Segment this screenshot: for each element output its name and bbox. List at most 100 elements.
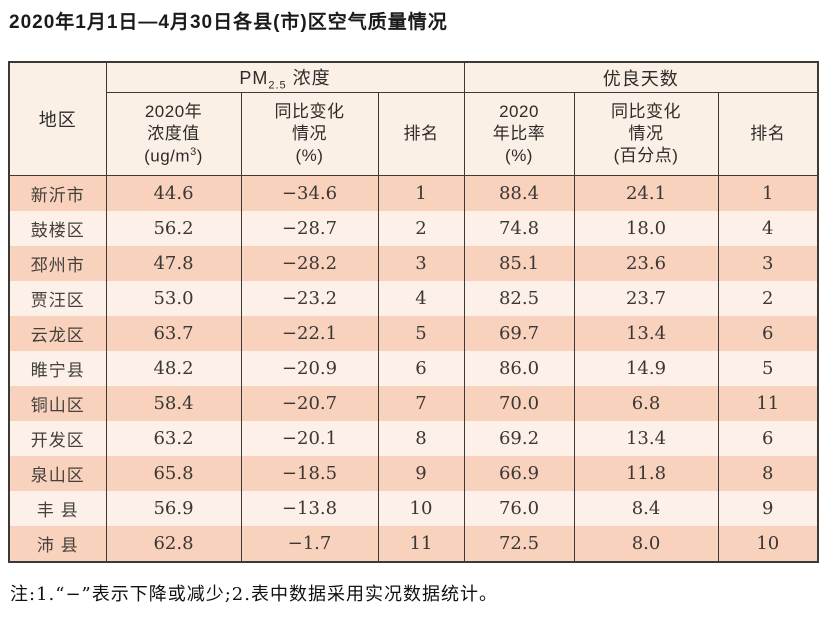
pm-change-cell: −20.1 <box>240 421 379 456</box>
days-rank-cell: 6 <box>717 316 819 351</box>
pm-value-cell: 47.8 <box>105 246 242 281</box>
days-rate-cell: 66.9 <box>463 456 575 491</box>
header-row-groups: 地区 PM2.5 浓度 优良天数 <box>8 61 819 176</box>
table-body: 新沂市 44.6 −34.6 1 88.4 24.1 1 鼓楼区 56.2 −2… <box>8 175 819 562</box>
days-rate-cell: 74.8 <box>463 211 575 246</box>
pm-value-cell: 44.6 <box>105 175 242 211</box>
pm-change-cell: −20.9 <box>240 351 379 386</box>
region-cell: 沛 县 <box>8 526 107 562</box>
days-change-cell: 13.4 <box>573 421 719 456</box>
col-header-pm-value: 2020年 浓度值 (ug/m3) <box>105 92 242 176</box>
pm-rank-cell: 1 <box>377 175 465 211</box>
page-title: 2020年1月1日—4月30日各县(市)区空气质量情况 <box>9 12 448 33</box>
unit-superscript: 3 <box>190 145 197 158</box>
pm-rank-cell: 6 <box>377 351 465 386</box>
days-change-cell: 11.8 <box>573 456 719 491</box>
pm-value-cell: 53.0 <box>105 281 242 316</box>
region-cell: 鼓楼区 <box>8 211 107 246</box>
pm-change-cell: −18.5 <box>240 456 379 491</box>
table-row: 开发区 63.2 −20.1 8 69.2 13.4 6 <box>8 421 819 456</box>
days-rate-cell: 69.2 <box>463 421 575 456</box>
table-row: 泉山区 65.8 −18.5 9 66.9 11.8 8 <box>8 456 819 491</box>
pm-rank-cell: 9 <box>377 456 465 491</box>
days-change-cell: 24.1 <box>573 175 719 211</box>
days-rank-cell: 1 <box>717 175 819 211</box>
days-rank-cell: 4 <box>717 211 819 246</box>
col-header-pm-change: 同比变化 情况 (%) <box>240 92 379 176</box>
pm-value-cell: 48.2 <box>105 351 242 386</box>
days-change-cell: 8.4 <box>573 491 719 526</box>
region-cell: 泉山区 <box>8 456 107 491</box>
days-rate-cell: 69.7 <box>463 316 575 351</box>
col-group-pm25: PM2.5 浓度 <box>105 61 465 93</box>
table-row: 鼓楼区 56.2 −28.7 2 74.8 18.0 4 <box>8 211 819 246</box>
region-cell: 丰 县 <box>8 491 107 526</box>
pm25-label-suffix: 浓度 <box>286 67 331 88</box>
region-cell: 铜山区 <box>8 386 107 421</box>
pm-change-cell: −20.7 <box>240 386 379 421</box>
days-rank-cell: 10 <box>717 526 819 562</box>
days-rate-cell: 76.0 <box>463 491 575 526</box>
pm-rank-cell: 8 <box>377 421 465 456</box>
region-cell: 新沂市 <box>8 175 107 211</box>
pm-value-cell: 62.8 <box>105 526 242 562</box>
table-row: 丰 县 56.9 −13.8 10 76.0 8.4 9 <box>8 491 819 526</box>
pm-value-unit: (ug/m3) <box>144 145 203 166</box>
pm-value-cell: 63.7 <box>105 316 242 351</box>
table-header: 地区 PM2.5 浓度 优良天数 2020年 浓度值 (ug/m3) 同比变化 … <box>8 61 819 176</box>
footnote: 注:1.“−”表示下降或减少;2.表中数据采用实况数据统计。 <box>10 584 498 605</box>
pm25-label-prefix: PM <box>239 67 269 88</box>
region-cell: 云龙区 <box>8 316 107 351</box>
pm-value-cell: 65.8 <box>105 456 242 491</box>
pm-rank-cell: 2 <box>377 211 465 246</box>
col-header-pm-rank: 排名 <box>377 92 465 176</box>
days-rate-cell: 88.4 <box>463 175 575 211</box>
days-rank-cell: 6 <box>717 421 819 456</box>
pm-rank-cell: 11 <box>377 526 465 562</box>
days-rank-cell: 8 <box>717 456 819 491</box>
pm-change-cell: −28.2 <box>240 246 379 281</box>
pm-rank-cell: 3 <box>377 246 465 281</box>
table-row: 铜山区 58.4 −20.7 7 70.0 6.8 11 <box>8 386 819 421</box>
pm-value-cell: 63.2 <box>105 421 242 456</box>
days-rank-cell: 11 <box>717 386 819 421</box>
days-change-cell: 23.7 <box>573 281 719 316</box>
pm-change-cell: −28.7 <box>240 211 379 246</box>
days-change-cell: 14.9 <box>573 351 719 386</box>
days-rank-cell: 5 <box>717 351 819 386</box>
col-header-days-rank: 排名 <box>717 92 819 176</box>
table-row: 睢宁县 48.2 −20.9 6 86.0 14.9 5 <box>8 351 819 386</box>
header-row-columns: 2020年 浓度值 (ug/m3) 同比变化 情况 (%) 排名 2020 年比… <box>9 92 819 176</box>
pm-value-cell: 56.2 <box>105 211 242 246</box>
pm-change-cell: −23.2 <box>240 281 379 316</box>
pm-value-line2: 浓度值 <box>147 123 200 143</box>
days-change-cell: 18.0 <box>573 211 719 246</box>
pm25-subscript: 2.5 <box>268 79 287 92</box>
pm-change-cell: −1.7 <box>240 526 379 562</box>
table-row: 沛 县 62.8 −1.7 11 72.5 8.0 10 <box>8 526 819 562</box>
air-quality-table: 地区 PM2.5 浓度 优良天数 2020年 浓度值 (ug/m3) 同比变化 … <box>8 61 820 563</box>
days-rate-cell: 72.5 <box>463 526 575 562</box>
pm-value-cell: 56.9 <box>105 491 242 526</box>
table-row: 云龙区 63.7 −22.1 5 69.7 13.4 6 <box>8 316 819 351</box>
days-change-cell: 13.4 <box>573 316 719 351</box>
col-header-region: 地区 <box>8 61 107 176</box>
pm-rank-cell: 4 <box>377 281 465 316</box>
pm-change-cell: −13.8 <box>240 491 379 526</box>
pm-change-cell: −34.6 <box>240 175 379 211</box>
days-rate-cell: 82.5 <box>463 281 575 316</box>
pm-value-cell: 58.4 <box>105 386 242 421</box>
table-row: 邳州市 47.8 −28.2 3 85.1 23.6 3 <box>8 246 819 281</box>
region-cell: 贾汪区 <box>8 281 107 316</box>
table-row: 新沂市 44.6 −34.6 1 88.4 24.1 1 <box>8 175 819 211</box>
col-group-good-days: 优良天数 <box>463 61 819 93</box>
pm-value-line1: 2020年 <box>144 101 203 121</box>
days-change-cell: 8.0 <box>573 526 719 562</box>
pm-rank-cell: 5 <box>377 316 465 351</box>
days-rate-cell: 86.0 <box>463 351 575 386</box>
days-rate-cell: 70.0 <box>463 386 575 421</box>
days-rank-cell: 9 <box>717 491 819 526</box>
region-cell: 邳州市 <box>8 246 107 281</box>
days-change-cell: 23.6 <box>573 246 719 281</box>
